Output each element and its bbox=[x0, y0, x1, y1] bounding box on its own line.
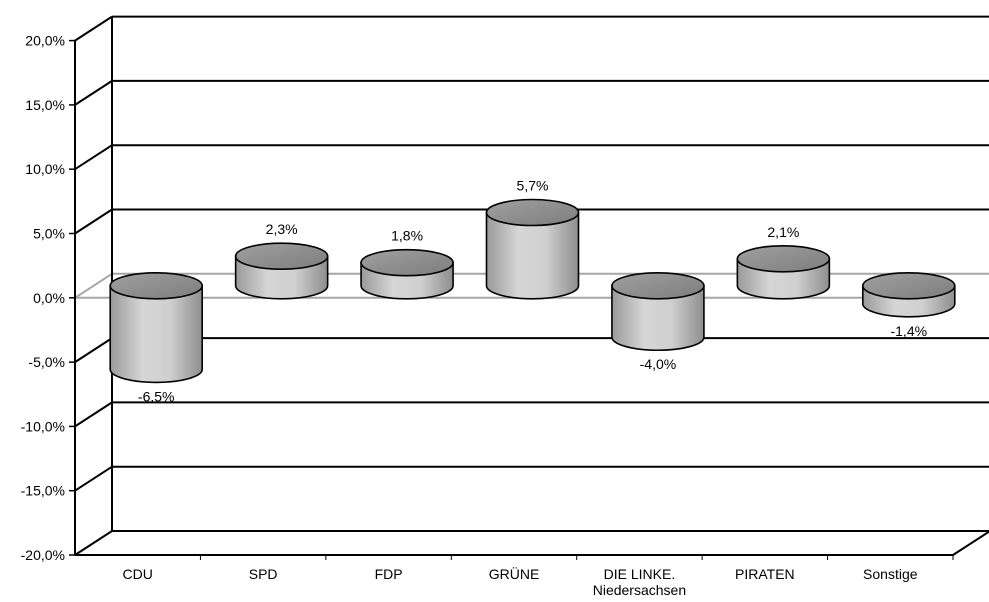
bar-top bbox=[861, 271, 956, 300]
bar-body bbox=[485, 211, 580, 300]
bar-top bbox=[109, 271, 204, 300]
y-tick-label: -15,0% bbox=[21, 483, 65, 499]
y-tick-label: 0,0% bbox=[33, 290, 65, 306]
bar-2 bbox=[360, 248, 454, 300]
x-category-label: DIE LINKE. bbox=[604, 566, 676, 582]
y-tick-label: -5,0% bbox=[28, 354, 65, 370]
bar-1 bbox=[234, 242, 329, 300]
bar-body bbox=[611, 285, 705, 352]
bar-3 bbox=[485, 198, 580, 300]
bar-top bbox=[611, 271, 705, 300]
data-label: 2,3% bbox=[266, 221, 298, 237]
y-tick-label: 15,0% bbox=[25, 97, 65, 113]
labels-layer: 20,0% 15,0% 10,0% 5,0% 0,0% -5,0% -10,0% -15,0%… bbox=[21, 33, 927, 598]
y-tick-label: 5,0% bbox=[33, 226, 65, 242]
x-category-label: Niedersachsen bbox=[593, 582, 686, 597]
grid-layer bbox=[74, 15, 989, 556]
data-label: 5,7% bbox=[517, 177, 549, 193]
x-category-label: FDP bbox=[375, 566, 403, 582]
y-tick-label: 10,0% bbox=[25, 161, 65, 177]
bar-top bbox=[736, 244, 831, 273]
x-category-label: Sonstige bbox=[863, 566, 918, 582]
bar-top bbox=[485, 198, 580, 227]
gridline-wall-3 bbox=[74, 208, 113, 235]
x-category-label: CDU bbox=[123, 566, 153, 582]
gridline-wall-6 bbox=[74, 401, 113, 428]
y-tick-label: 20,0% bbox=[25, 33, 65, 49]
data-label: 2,1% bbox=[767, 224, 799, 240]
bar-top bbox=[234, 242, 329, 271]
data-label: -1,4% bbox=[890, 323, 927, 339]
axis-layer bbox=[69, 16, 989, 560]
bar-top bbox=[360, 248, 454, 277]
bars-layer bbox=[109, 198, 956, 384]
bar-0 bbox=[109, 271, 204, 384]
y-tick-label: -20,0% bbox=[21, 547, 65, 563]
floor-right-edge bbox=[952, 530, 989, 556]
data-label: -4,0% bbox=[640, 356, 677, 372]
bar-4 bbox=[611, 271, 705, 352]
x-category-label: GRÜNE bbox=[489, 565, 540, 582]
gridline-wall-1 bbox=[74, 80, 113, 106]
bar-body bbox=[109, 285, 204, 384]
bar-5 bbox=[736, 244, 831, 300]
bar-6 bbox=[861, 271, 956, 318]
gridline-wall-7 bbox=[74, 465, 113, 492]
x-category-label: SPD bbox=[249, 566, 278, 582]
gridline-wall-4 bbox=[74, 272, 113, 299]
gridline-wall-8 bbox=[74, 530, 113, 556]
gridline-wall-5 bbox=[74, 337, 113, 363]
y-tick-label: -10,0% bbox=[21, 418, 65, 434]
gridline-wall-0 bbox=[74, 15, 113, 42]
gridline-wall-2 bbox=[74, 144, 113, 171]
data-label: 1,8% bbox=[391, 228, 423, 244]
data-label: -6,5% bbox=[138, 388, 175, 404]
x-category-label: PIRATEN bbox=[735, 566, 795, 582]
